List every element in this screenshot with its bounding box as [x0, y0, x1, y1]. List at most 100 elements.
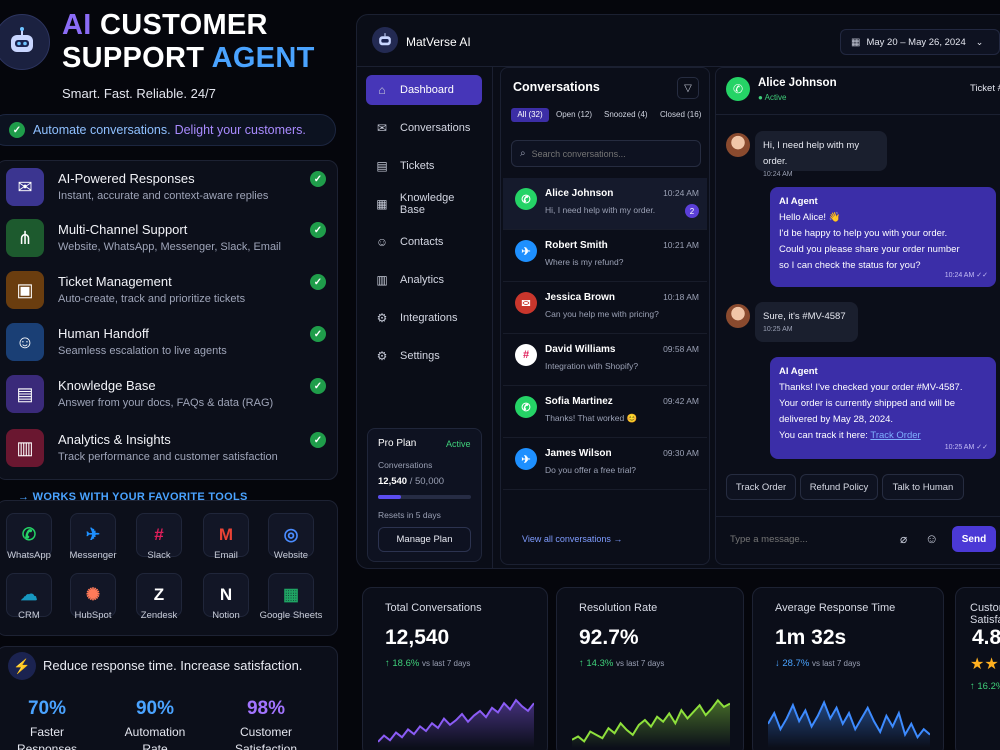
- promo-stat-value: 70%: [27, 698, 67, 719]
- paperclip-icon[interactable]: ⌀: [900, 532, 908, 546]
- conversation-item[interactable]: ✉ Jessica Brown Can you help me with prici…: [503, 282, 707, 334]
- ai-message: AI Agent Thanks! I've checked your order…: [770, 357, 996, 459]
- chat-icon: ✉: [376, 121, 388, 135]
- refund-policy-chip[interactable]: Refund Policy: [800, 474, 878, 500]
- track-order-chip[interactable]: Track Order: [726, 474, 796, 500]
- stat-value: 4.8: [972, 626, 1000, 649]
- tab-closed[interactable]: Closed (16): [660, 110, 702, 119]
- sidebar-item-settings[interactable]: ⚙ Settings: [366, 341, 482, 371]
- conversation-time: 09:30 AM: [663, 448, 699, 458]
- check-icon: ✓: [310, 222, 326, 238]
- emoji-icon[interactable]: ☺: [925, 531, 939, 546]
- conversation-item[interactable]: # David Williams Integration with Shopify?…: [503, 334, 707, 386]
- date-range-picker[interactable]: ▦ May 20 – May 26, 2024 ⌄: [840, 29, 1000, 55]
- whatsapp-icon: ✆: [515, 188, 537, 210]
- check-icon: ✓: [310, 274, 326, 290]
- website-tool[interactable]: ◎: [268, 513, 314, 557]
- search-input[interactable]: [531, 148, 682, 159]
- conversation-item[interactable]: ✆ Alice Johnson Hi, I need help with my or…: [503, 178, 707, 230]
- conversation-item[interactable]: ✈ Robert Smith Where is my refund? 10:21 AM: [503, 230, 707, 282]
- promo-stat-label: Automation: [124, 725, 186, 739]
- sidebar-item-integrations[interactable]: ⚙ Integrations: [366, 303, 482, 333]
- messenger-icon: ✈: [85, 525, 101, 544]
- zendesk-icon: Z: [153, 585, 165, 604]
- promo-stat-label: Customer: [239, 725, 292, 739]
- chat-header-divider: [716, 114, 1000, 115]
- check-icon: ✓: [9, 122, 25, 138]
- send-button[interactable]: Send: [952, 526, 996, 552]
- slack-tool[interactable]: #: [136, 513, 182, 557]
- search-box[interactable]: ⌕: [511, 140, 701, 167]
- whatsapp-tool[interactable]: ✆: [6, 513, 52, 557]
- track-order-link[interactable]: Track Order: [870, 430, 921, 441]
- conversation-item[interactable]: ✈ James Wilson Do you offer a free trial? 0…: [503, 438, 707, 490]
- ticket-icon: ▤: [376, 159, 388, 173]
- whatsapp-icon: ✆: [515, 396, 537, 418]
- sidebar-item-label: Analytics: [400, 274, 445, 286]
- slack-icon: #: [515, 344, 537, 366]
- tool-label: HubSpot: [74, 610, 112, 621]
- app-logo: [372, 27, 398, 53]
- message-composer[interactable]: [720, 522, 946, 556]
- view-all-link[interactable]: View all conversations →: [522, 534, 623, 544]
- sidebar-item-conversations[interactable]: ✉ Conversations: [366, 113, 482, 143]
- feature-desc: Instant, accurate and context-aware repl…: [58, 190, 269, 202]
- promo-text: Reduce response time. Increase satisfact…: [43, 658, 303, 673]
- crm-tool[interactable]: ☁: [6, 573, 52, 617]
- home-icon: ⌂: [378, 83, 386, 97]
- avatar: [726, 304, 750, 328]
- sidebar-item-contacts[interactable]: ☺ Contacts: [366, 227, 482, 257]
- email-tool[interactable]: M: [203, 513, 249, 557]
- sidebar-item-dashboard[interactable]: ⌂ Dashboard: [366, 75, 482, 105]
- star-rating: ★★: [970, 656, 999, 673]
- whatsapp-icon: ✆: [726, 77, 750, 101]
- sidebar-item-analytics[interactable]: ▥ Analytics: [366, 265, 482, 295]
- talk-to-human-chip[interactable]: Talk to Human: [882, 474, 964, 500]
- features-panel: [0, 160, 338, 480]
- filter-icon[interactable]: ▽: [677, 77, 699, 99]
- tagline: Smart. Fast. Reliable. 24/7: [62, 86, 216, 101]
- messenger-tool[interactable]: ✈: [70, 513, 116, 557]
- message-input[interactable]: [730, 533, 890, 545]
- bar-chart-icon: ▥: [6, 429, 44, 467]
- manage-plan-button[interactable]: Manage Plan: [378, 527, 471, 552]
- ai-message: AI Agent Hello Alice! 👋 I'd be happy to h…: [770, 187, 996, 287]
- sidebar-item-tickets[interactable]: ▤ Tickets: [366, 151, 482, 181]
- globe-icon: ◎: [283, 525, 299, 544]
- conversation-preview: Thanks! That worked 😊: [545, 413, 638, 423]
- tool-label: Website: [273, 550, 309, 561]
- conversation-time: 10:18 AM: [663, 292, 699, 302]
- conversation-time: 10:24 AM: [663, 188, 699, 198]
- google-sheets-tool[interactable]: ▦: [268, 573, 314, 617]
- sidebar-item-label: Conversations: [400, 122, 471, 134]
- notion-tool[interactable]: N: [203, 573, 249, 617]
- sparkline-line: [572, 698, 730, 743]
- feature-title: AI-Powered Responses: [58, 171, 195, 186]
- feature-desc: Auto-create, track and prioritize ticket…: [58, 293, 246, 305]
- stat-delta: ↑ 14.3% vs last 7 days: [579, 658, 665, 669]
- check-icon: ✓: [310, 171, 326, 187]
- promo-stat-value: 90%: [135, 698, 175, 719]
- tab-open[interactable]: Open (12): [556, 110, 593, 119]
- zendesk-tool[interactable]: Z: [136, 573, 182, 617]
- user-message: Sure, it's #MV-4587 10:25 AM: [755, 302, 858, 342]
- conversation-item[interactable]: ✆ Sofia Martinez Thanks! That worked 😊 09:4…: [503, 386, 707, 438]
- robot-icon: [379, 33, 391, 46]
- promo-stat-label: Satisfaction: [234, 742, 298, 750]
- tool-label: Notion: [212, 610, 240, 621]
- feature-item: ▣ Ticket Management Auto-create, track and…: [6, 266, 336, 316]
- sheets-icon: ▦: [282, 585, 300, 604]
- sparkline-area: [378, 700, 534, 748]
- plan-progress-track: [378, 495, 471, 499]
- sidebar-item-knowledge-base[interactable]: ▦ Knowledge Base: [366, 189, 482, 219]
- gmail-icon: ✉: [515, 292, 537, 314]
- stat-card: Total Conversations 12,540 ↑ 18.6% vs last…: [362, 587, 548, 750]
- hubspot-icon: ✺: [85, 585, 101, 604]
- calendar-icon: ▦: [851, 36, 861, 48]
- stat-value: 92.7%: [579, 626, 639, 649]
- feature-title: Ticket Management: [58, 274, 172, 289]
- stat-delta: ↑ 18.6% vs last 7 days: [385, 658, 471, 669]
- tab-all[interactable]: All (32): [511, 108, 549, 122]
- tab-snoozed[interactable]: Snoozed (4): [604, 110, 648, 119]
- hubspot-tool[interactable]: ✺: [70, 573, 116, 617]
